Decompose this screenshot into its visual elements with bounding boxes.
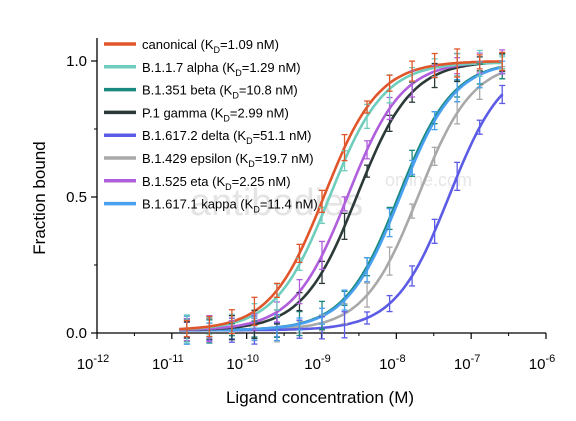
legend-label: B.1.525 eta (KD=2.25 nM) bbox=[142, 174, 291, 192]
y-axis-title: Fraction bound bbox=[30, 141, 49, 254]
x-tick-label: 10-8 bbox=[379, 353, 405, 373]
x-axis-title: Ligand concentration (M) bbox=[226, 388, 414, 407]
legend-label: B.1.351 beta (KD=10.8 nM) bbox=[142, 83, 298, 101]
data-points bbox=[183, 48, 506, 345]
fit-curves bbox=[179, 60, 504, 332]
y-tick-label: 0.5 bbox=[66, 189, 87, 206]
legend-label: B.1.617.1 kappa (KD=11.4 nM) bbox=[142, 197, 318, 215]
fit-curve bbox=[179, 65, 503, 332]
x-tick-label: 10-9 bbox=[304, 353, 330, 373]
x-tick-label: 10-10 bbox=[226, 353, 259, 373]
legend: canonical (KD=1.09 nM) B.1.1.7 alpha (KD=… bbox=[104, 37, 318, 215]
legend-label: B.1.617.2 delta (KD=51.1 nM) bbox=[142, 128, 311, 146]
legend-label: B.1.429 epsilon (KD=19.7 nM) bbox=[142, 151, 314, 169]
x-tick-label: 10-11 bbox=[152, 353, 184, 373]
fit-curve bbox=[179, 60, 503, 331]
x-tick-label: 10-7 bbox=[454, 353, 480, 373]
y-tick-label: 0.0 bbox=[66, 325, 87, 342]
watermark-main: antibodies bbox=[190, 182, 363, 224]
fit-curve bbox=[179, 61, 503, 331]
legend-label: B.1.1.7 alpha (KD=1.29 nM) bbox=[142, 60, 301, 78]
legend-label: canonical (KD=1.09 nM) bbox=[142, 37, 279, 55]
x-tick-label: 10-12 bbox=[77, 353, 110, 373]
legend-label: P.1 gamma (KD=2.99 nM) bbox=[142, 105, 289, 123]
x-tick-label: 10-6 bbox=[529, 353, 555, 373]
y-tick-label: 1.0 bbox=[66, 53, 87, 70]
watermark: antibodies online.com bbox=[190, 170, 472, 224]
